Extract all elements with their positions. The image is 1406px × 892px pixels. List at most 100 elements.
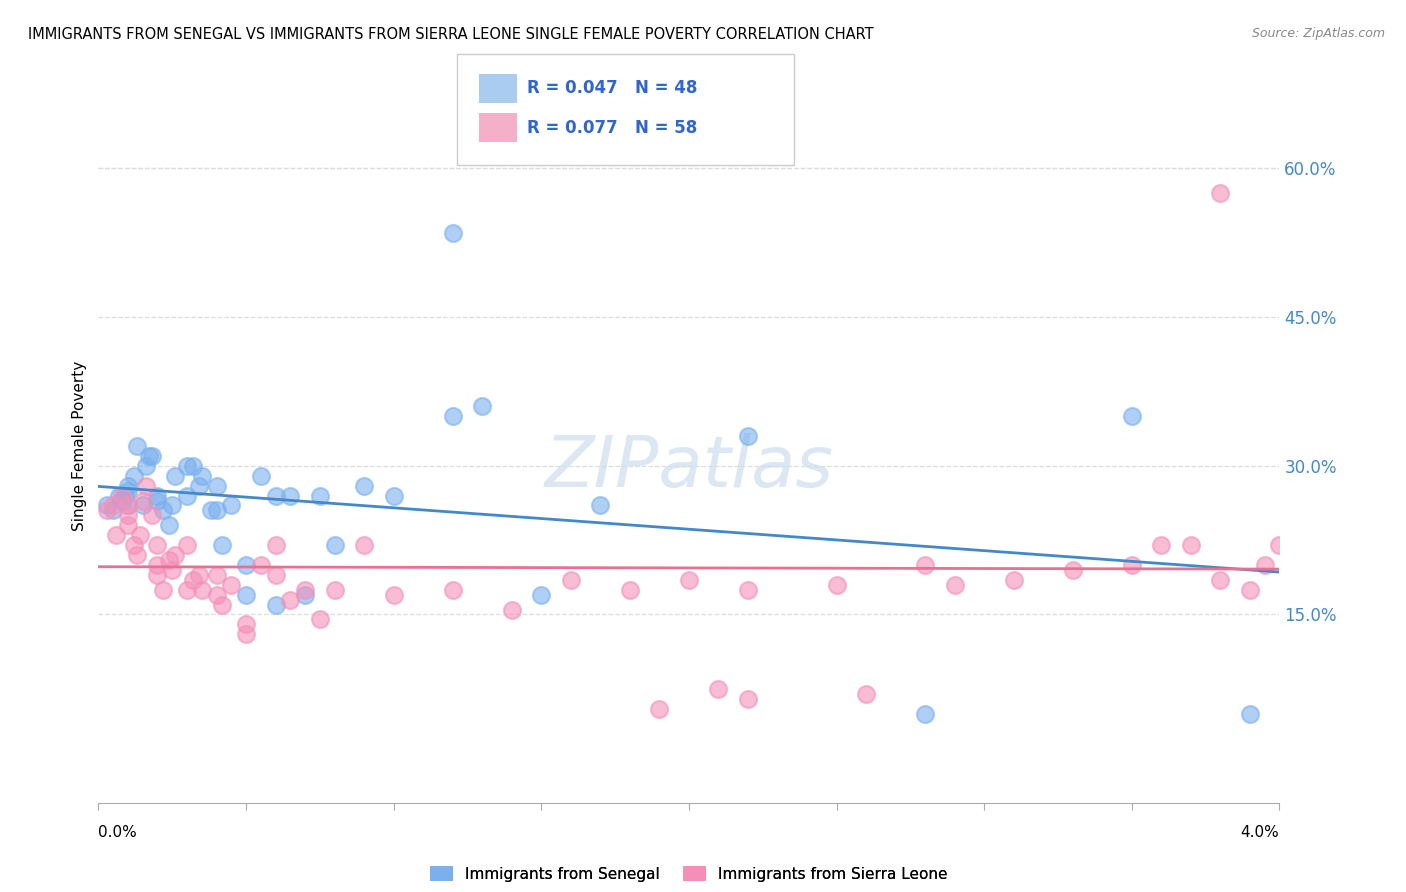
- Text: 0.0%: 0.0%: [98, 825, 138, 840]
- Y-axis label: Single Female Poverty: Single Female Poverty: [72, 361, 87, 531]
- Point: [205, 503, 228, 517]
- Point: [211, 598, 233, 612]
- Point: [619, 582, 641, 597]
- Point: [187, 567, 209, 582]
- Point: [191, 582, 214, 597]
- Point: [353, 538, 375, 552]
- Point: [128, 528, 150, 542]
- Point: [382, 489, 405, 503]
- Point: [1121, 409, 1143, 424]
- Point: [678, 573, 700, 587]
- Text: IMMIGRANTS FROM SENEGAL VS IMMIGRANTS FROM SIERRA LEONE SINGLE FEMALE POVERTY CO: IMMIGRANTS FROM SENEGAL VS IMMIGRANTS FR…: [28, 27, 873, 42]
- Point: [141, 508, 163, 523]
- Point: [114, 489, 136, 503]
- Point: [181, 573, 204, 587]
- Text: Source: ZipAtlas.com: Source: ZipAtlas.com: [1251, 27, 1385, 40]
- Point: [235, 558, 257, 572]
- Point: [146, 493, 169, 508]
- Text: R = 0.047   N = 48: R = 0.047 N = 48: [527, 79, 697, 97]
- Point: [162, 563, 183, 577]
- Point: [589, 499, 612, 513]
- Point: [187, 478, 209, 492]
- Point: [441, 409, 464, 424]
- Point: [103, 503, 125, 517]
- Point: [103, 499, 125, 513]
- Point: [323, 538, 346, 552]
- Point: [648, 701, 671, 715]
- Point: [219, 499, 242, 513]
- Point: [117, 518, 139, 533]
- Point: [146, 489, 169, 503]
- Point: [111, 493, 134, 508]
- Point: [176, 489, 198, 503]
- Point: [125, 439, 148, 453]
- Text: 4.0%: 4.0%: [1240, 825, 1279, 840]
- Point: [855, 687, 877, 701]
- Point: [152, 503, 174, 517]
- Point: [1254, 558, 1277, 572]
- Point: [530, 588, 553, 602]
- Point: [707, 681, 730, 696]
- Point: [200, 503, 222, 517]
- Point: [308, 612, 332, 626]
- Point: [135, 478, 157, 492]
- Point: [235, 588, 257, 602]
- Point: [737, 582, 759, 597]
- Point: [205, 567, 228, 582]
- Text: R = 0.077   N = 58: R = 0.077 N = 58: [527, 119, 697, 136]
- Point: [264, 567, 287, 582]
- Point: [157, 553, 180, 567]
- Point: [737, 429, 759, 443]
- Point: [135, 458, 157, 473]
- Point: [560, 573, 582, 587]
- Point: [219, 578, 242, 592]
- Point: [1002, 573, 1025, 587]
- Text: ZIPatlas: ZIPatlas: [544, 433, 834, 502]
- Point: [235, 617, 257, 632]
- Point: [176, 458, 198, 473]
- Point: [146, 538, 169, 552]
- Point: [117, 483, 139, 498]
- Point: [441, 226, 464, 240]
- Point: [111, 489, 134, 503]
- Legend: Immigrants from Senegal, Immigrants from Sierra Leone: Immigrants from Senegal, Immigrants from…: [425, 860, 953, 888]
- Point: [250, 468, 273, 483]
- Point: [205, 588, 228, 602]
- Point: [205, 478, 228, 492]
- Point: [235, 627, 257, 641]
- Point: [1062, 563, 1084, 577]
- Point: [1209, 186, 1232, 201]
- Point: [117, 508, 139, 523]
- Point: [294, 588, 316, 602]
- Point: [117, 478, 139, 492]
- Point: [176, 538, 198, 552]
- Point: [264, 598, 287, 612]
- Point: [108, 489, 131, 503]
- Point: [441, 582, 464, 597]
- Point: [132, 499, 155, 513]
- Point: [308, 489, 332, 503]
- Point: [1150, 538, 1173, 552]
- Point: [152, 582, 174, 597]
- Point: [146, 558, 169, 572]
- Point: [181, 458, 204, 473]
- Point: [105, 528, 128, 542]
- Point: [191, 468, 214, 483]
- Point: [146, 567, 169, 582]
- Point: [501, 602, 523, 616]
- Point: [162, 499, 183, 513]
- Point: [122, 538, 145, 552]
- Point: [1239, 706, 1261, 721]
- Point: [96, 499, 118, 513]
- Point: [117, 499, 139, 513]
- Point: [122, 468, 145, 483]
- Point: [825, 578, 848, 592]
- Point: [1268, 538, 1291, 552]
- Point: [176, 582, 198, 597]
- Point: [117, 499, 139, 513]
- Point: [471, 400, 494, 414]
- Point: [382, 588, 405, 602]
- Point: [1209, 573, 1232, 587]
- Point: [914, 706, 936, 721]
- Point: [264, 538, 287, 552]
